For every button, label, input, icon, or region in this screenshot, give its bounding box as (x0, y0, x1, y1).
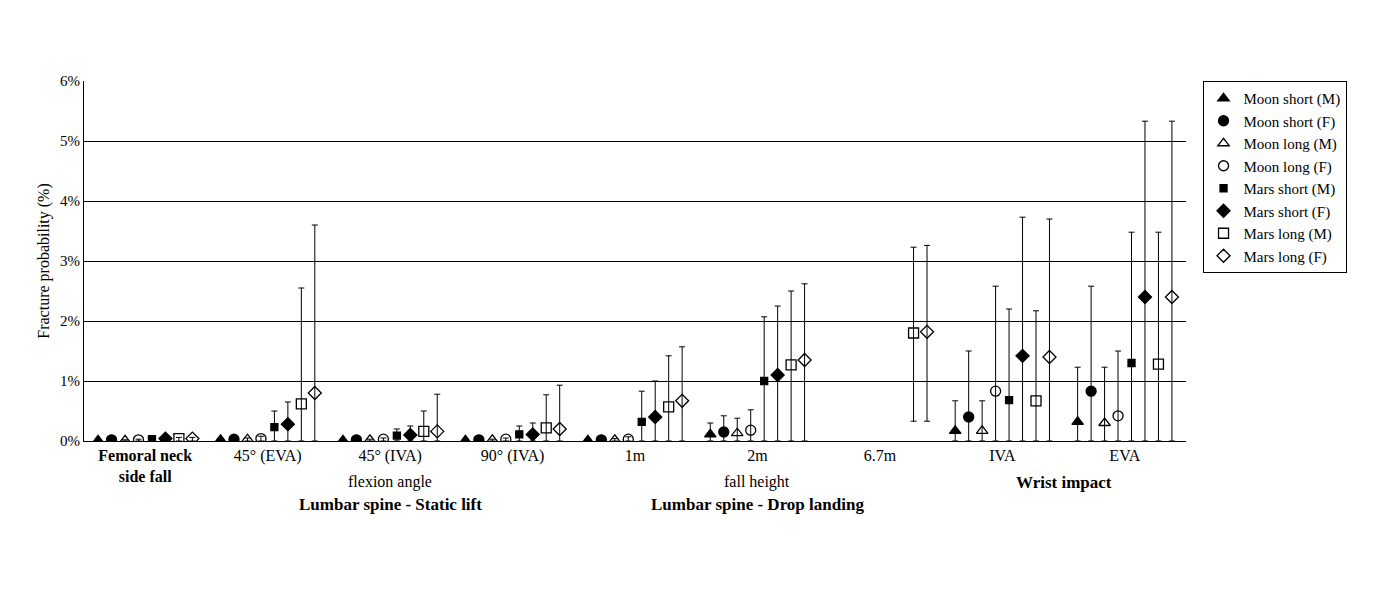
svg-text:Moon short (F): Moon short (F) (1244, 114, 1336, 131)
svg-text:45° (IVA): 45° (IVA) (358, 447, 421, 465)
svg-text:Mars short (M): Mars short (M) (1244, 181, 1336, 198)
svg-text:45° (EVA): 45° (EVA) (234, 447, 302, 465)
svg-text:Mars long (M): Mars long (M) (1244, 226, 1332, 243)
svg-text:Wrist impact: Wrist impact (1016, 473, 1112, 492)
svg-text:4%: 4% (60, 193, 80, 209)
svg-text:90° (IVA): 90° (IVA) (481, 447, 544, 465)
svg-text:6%: 6% (60, 73, 80, 89)
svg-text:Moon short (M): Moon short (M) (1244, 91, 1341, 108)
svg-text:Moon long (M): Moon long (M) (1244, 136, 1337, 153)
svg-text:Fracture probability (%): Fracture probability (%) (35, 183, 53, 339)
svg-text:Moon long (F): Moon long (F) (1244, 159, 1332, 176)
svg-text:6.7m: 6.7m (864, 447, 897, 464)
svg-text:Lumbar spine - Drop landing: Lumbar spine - Drop landing (651, 495, 864, 514)
svg-text:3%: 3% (60, 253, 80, 269)
svg-text:2%: 2% (60, 313, 80, 329)
svg-text:0%: 0% (60, 433, 80, 449)
svg-text:Mars short (F): Mars short (F) (1244, 204, 1331, 221)
svg-text:5%: 5% (60, 133, 80, 149)
svg-text:EVA: EVA (1109, 447, 1140, 464)
svg-text:Mars long (F): Mars long (F) (1244, 249, 1327, 266)
svg-text:Lumbar spine - Static lift: Lumbar spine - Static lift (299, 495, 482, 514)
svg-text:fall height: fall height (724, 473, 790, 491)
svg-text:Femoral neckside fall: Femoral neckside fall (98, 447, 192, 485)
svg-text:flexion angle: flexion angle (348, 473, 432, 491)
svg-text:1%: 1% (60, 373, 80, 389)
svg-text:1m: 1m (625, 447, 646, 464)
svg-text:IVA: IVA (989, 447, 1016, 464)
svg-text:2m: 2m (747, 447, 768, 464)
